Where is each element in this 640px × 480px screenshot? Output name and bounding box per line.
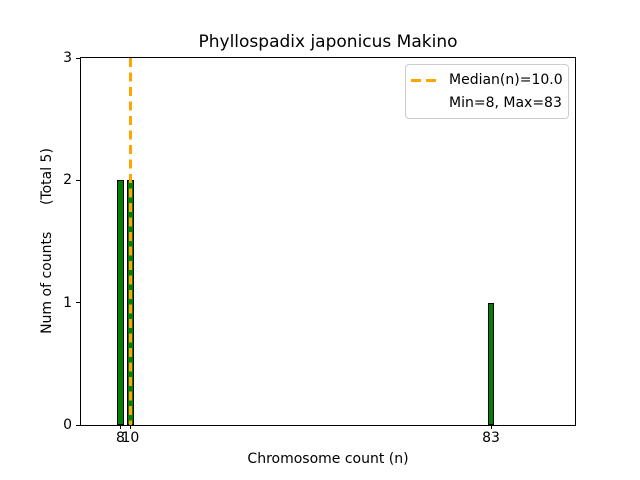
- x-tick-mark: [490, 425, 492, 429]
- legend: Median(n)=10.0 Min=8, Max=83: [405, 64, 569, 119]
- x-tick-label: 8: [116, 430, 125, 446]
- y-tick-mark: [76, 302, 80, 304]
- legend-label-minmax: Min=8, Max=83: [449, 95, 562, 111]
- x-tick-mark: [120, 425, 122, 429]
- legend-label-median: Median(n)=10.0: [449, 72, 563, 88]
- bar: [487, 302, 495, 425]
- y-tick-label: 1: [63, 294, 72, 311]
- y-tick-mark: [76, 179, 80, 181]
- y-tick-mark: [76, 57, 80, 59]
- dashed-line-icon: [411, 78, 436, 82]
- x-tick-label: 10: [121, 430, 140, 446]
- chart-title: Phyllospadix japonicus Makino: [198, 32, 458, 52]
- y-tick-label: 3: [63, 50, 72, 66]
- plot-area: 8 10 83 0 1 2 3: [63, 51, 576, 445]
- y-tick-mark: [76, 424, 80, 426]
- y-axis-title: Num of counts (Total 5): [39, 148, 55, 334]
- y-tick-label: 0: [63, 417, 72, 433]
- y-tick-label: 2: [63, 172, 72, 189]
- bar: [117, 180, 124, 425]
- empty-handle-spacer: [411, 102, 436, 105]
- x-axis-title: Chromosome count (n): [247, 451, 409, 467]
- x-tick-label: 83: [482, 430, 500, 446]
- x-tick-mark: [129, 425, 131, 429]
- legend-entry-median: Median(n)=10.0: [411, 70, 563, 90]
- median-line: [128, 58, 132, 425]
- legend-entry-minmax: Min=8, Max=83: [411, 93, 562, 113]
